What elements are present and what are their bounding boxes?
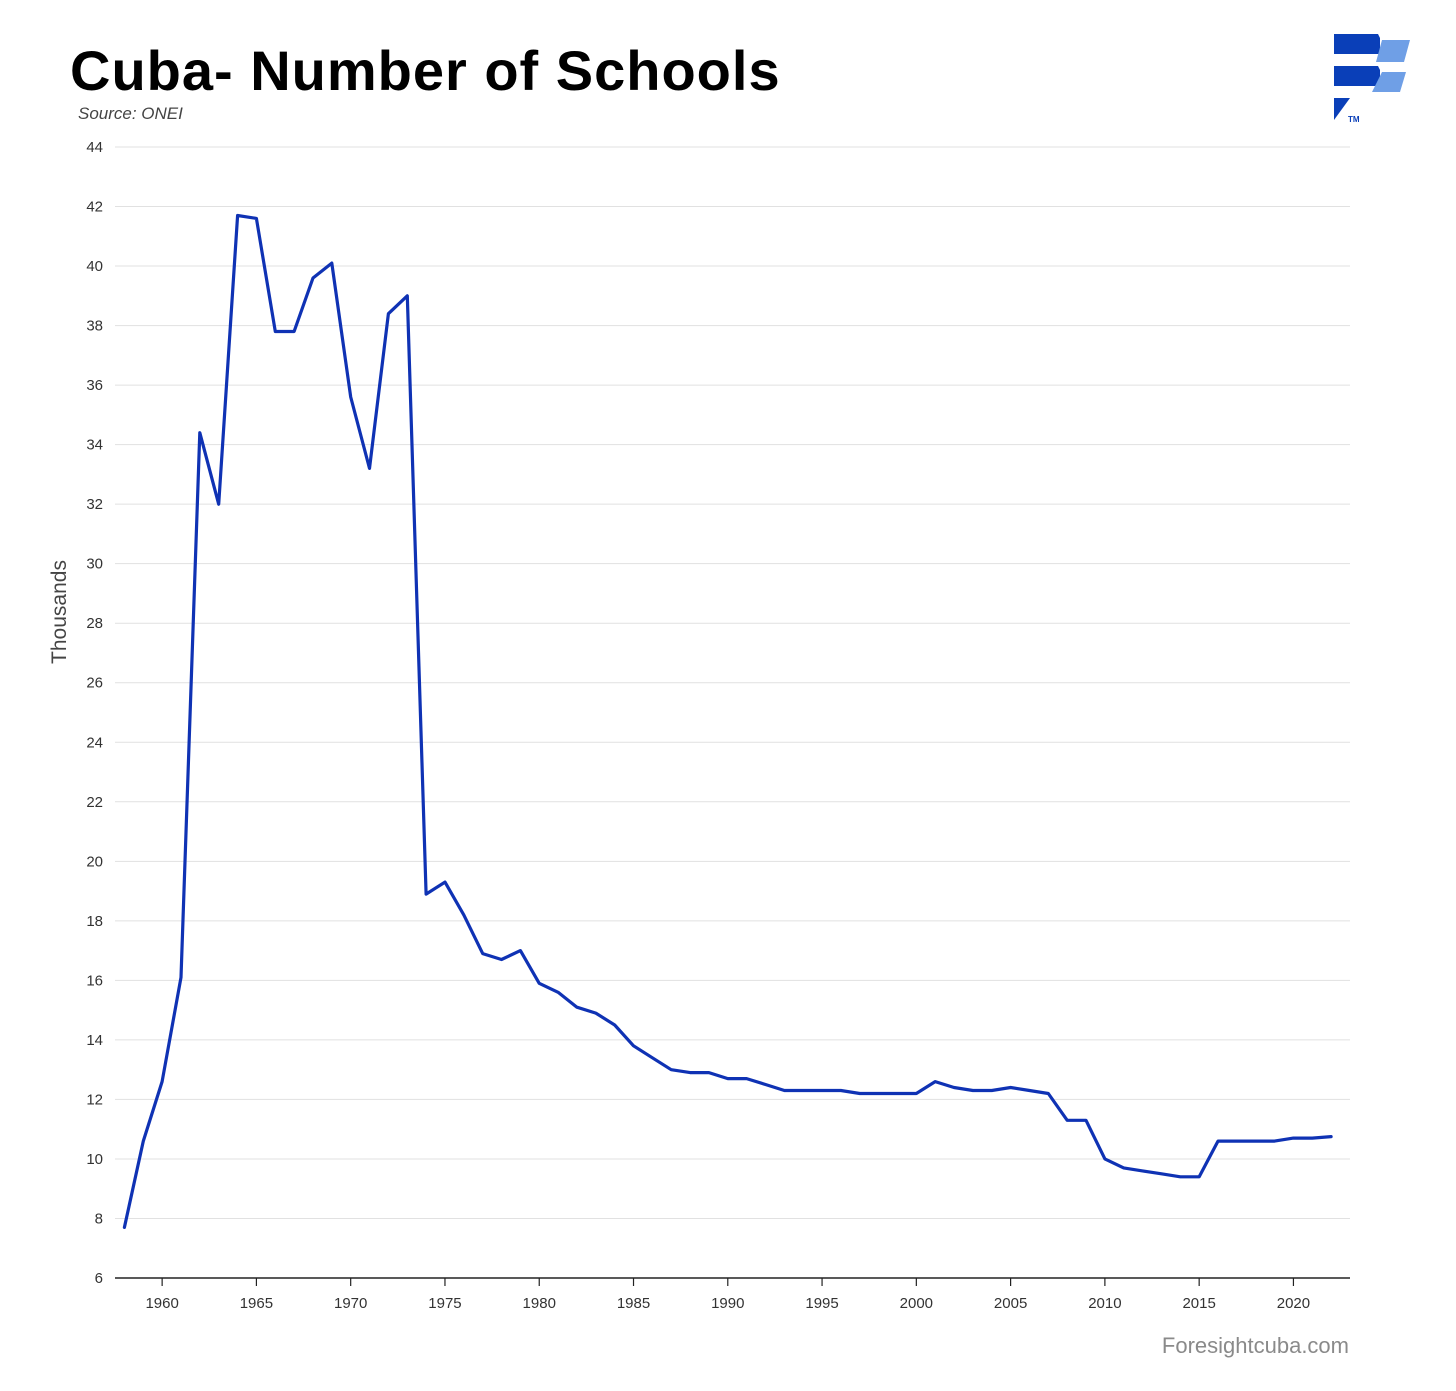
x-tick-label: 1965 (240, 1295, 273, 1312)
chart-title: Cuba- Number of Schools (70, 39, 781, 102)
y-tick-label: 44 (86, 139, 103, 156)
y-tick-label: 16 (86, 972, 103, 989)
foresight-logo-icon: TM (1334, 34, 1410, 124)
x-tick-label: 1975 (428, 1295, 461, 1312)
x-tick-labels: 1960 1965 1970 1975 1980 1985 1990 1995 2000 2005… (145, 1278, 1310, 1312)
y-tick-label: 40 (86, 258, 103, 275)
y-tick-label: 34 (86, 437, 103, 454)
y-tick-label: 28 (86, 615, 103, 632)
y-tick-label: 24 (86, 734, 103, 751)
y-tick-label: 30 (86, 556, 103, 573)
x-tick-label: 1980 (523, 1295, 556, 1312)
y-tick-label: 36 (86, 377, 103, 394)
y-tick-label: 12 (86, 1091, 103, 1108)
y-axis-label: Thousands (48, 560, 71, 664)
y-tick-label: 42 (86, 199, 103, 216)
y-tick-label: 38 (86, 318, 103, 335)
y-tick-label: 14 (86, 1032, 103, 1049)
x-tick-label: 2000 (900, 1295, 933, 1312)
y-tick-label: 26 (86, 675, 103, 692)
svg-text:TM: TM (1348, 115, 1360, 124)
series-line (122, 213, 1333, 1230)
y-tick-label: 32 (86, 496, 103, 513)
series-layer (122, 213, 1333, 1230)
y-tick-label: 18 (86, 913, 103, 930)
source-note: Source: ONEI (78, 104, 183, 123)
x-tick-label: 2020 (1277, 1295, 1310, 1312)
y-tick-labels: 6 8 10 12 14 16 18 20 22 24 26 28 30 32 34 36 38 40 42 44 (86, 139, 103, 1287)
x-tick-label: 1990 (711, 1295, 744, 1312)
y-tick-label: 6 (95, 1270, 103, 1287)
x-tick-label: 2015 (1182, 1295, 1215, 1312)
y-tick-label: 10 (86, 1151, 103, 1168)
footer-site: Foresightcuba.com (1161, 1333, 1349, 1358)
x-tick-label: 1970 (334, 1295, 367, 1312)
x-tick-label: 1995 (805, 1295, 838, 1312)
x-tick-label: 1985 (617, 1295, 650, 1312)
y-tick-label: 22 (86, 794, 103, 811)
y-tick-label: 8 (95, 1210, 103, 1227)
x-tick-label: 2010 (1088, 1295, 1121, 1312)
x-tick-label: 2005 (994, 1295, 1027, 1312)
y-tick-label: 20 (86, 853, 103, 870)
x-tick-label: 1960 (145, 1295, 178, 1312)
grid-lines (115, 146, 1350, 1219)
